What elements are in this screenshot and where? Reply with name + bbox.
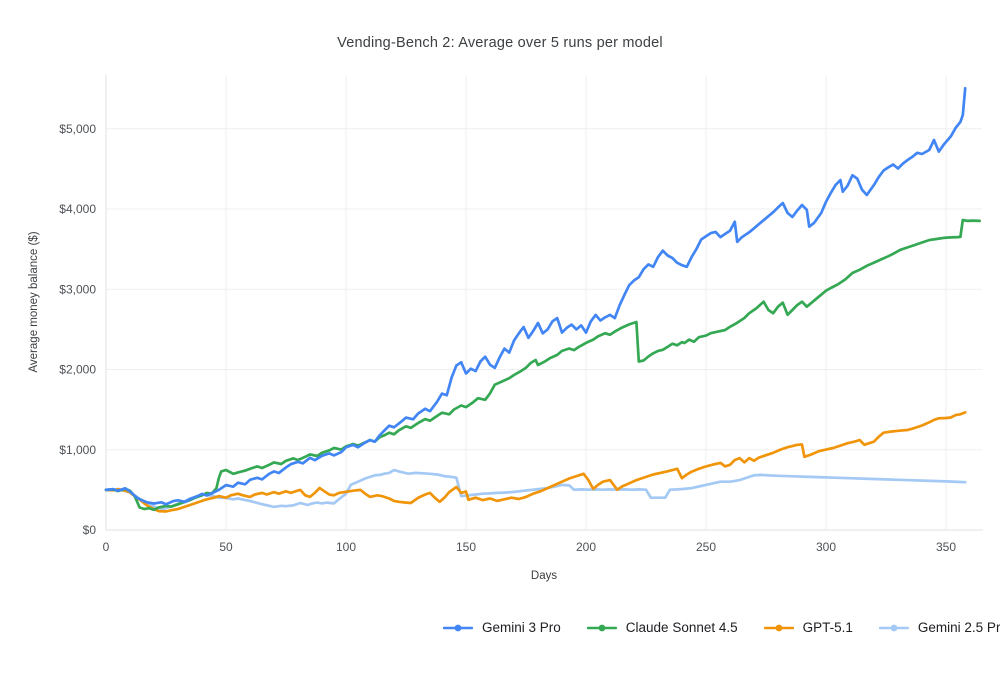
legend-marker-icon bbox=[878, 624, 909, 631]
x-tick-label: 100 bbox=[336, 540, 356, 554]
x-tick-label: 250 bbox=[696, 540, 716, 554]
series-line-gemini-2.5-pro bbox=[104, 468, 967, 511]
legend-label: Claude Sonnet 4.5 bbox=[625, 620, 738, 635]
y-tick-label: $2,000 bbox=[59, 363, 96, 377]
y-tick-label: $4,000 bbox=[59, 202, 96, 216]
series-line-claude-sonnet-4.5 bbox=[104, 218, 981, 512]
x-tick-label: 50 bbox=[219, 540, 233, 554]
series-line-gpt-5.1 bbox=[104, 411, 967, 513]
legend-label: GPT-5.1 bbox=[802, 620, 853, 635]
x-tick-label: 350 bbox=[936, 540, 956, 554]
legend-item-gemini-2.5-pro: Gemini 2.5 Pro bbox=[878, 620, 1000, 635]
x-tick-label: 150 bbox=[456, 540, 476, 554]
x-tick-label: 0 bbox=[103, 540, 110, 554]
legend-marker-icon bbox=[443, 624, 473, 631]
legend-item-gemini-3-pro: Gemini 3 Pro bbox=[443, 620, 561, 635]
legend-label: Gemini 2.5 Pro bbox=[917, 620, 1000, 635]
x-tick-label: 300 bbox=[816, 540, 836, 554]
legend-label: Gemini 3 Pro bbox=[482, 620, 561, 635]
x-axis-title: Days bbox=[531, 570, 557, 582]
y-tick-label: $0 bbox=[83, 523, 97, 537]
y-axis-title: Average money balance ($) bbox=[28, 231, 40, 372]
series-line-gemini-3-pro bbox=[104, 86, 967, 506]
legend-item-gpt-5.1: GPT-5.1 bbox=[763, 620, 853, 635]
line-chart: $0 $1,000 $2,000 $3,000 $4,000 $5,000 0 50 100 15… bbox=[28, 75, 983, 582]
y-tick-label: $5,000 bbox=[59, 122, 96, 136]
legend-marker-icon bbox=[586, 624, 617, 631]
y-tick-label: $3,000 bbox=[59, 282, 96, 296]
legend-marker-icon bbox=[763, 624, 794, 631]
legend-item-claude-sonnet-4.5: Claude Sonnet 4.5 bbox=[586, 620, 738, 635]
chart-legend: Gemini 3 Pro Claude Sonnet 4.5 GPT-5.1 Gemi… bbox=[443, 620, 1000, 635]
y-tick-label: $1,000 bbox=[59, 443, 96, 457]
x-tick-label: 200 bbox=[576, 540, 596, 554]
chart-title: Vending-Bench 2: Average over 5 runs per… bbox=[337, 35, 663, 51]
